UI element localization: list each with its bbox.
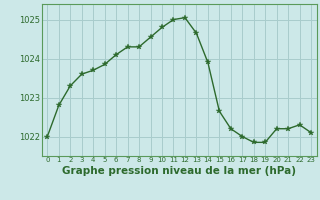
X-axis label: Graphe pression niveau de la mer (hPa): Graphe pression niveau de la mer (hPa) (62, 166, 296, 176)
